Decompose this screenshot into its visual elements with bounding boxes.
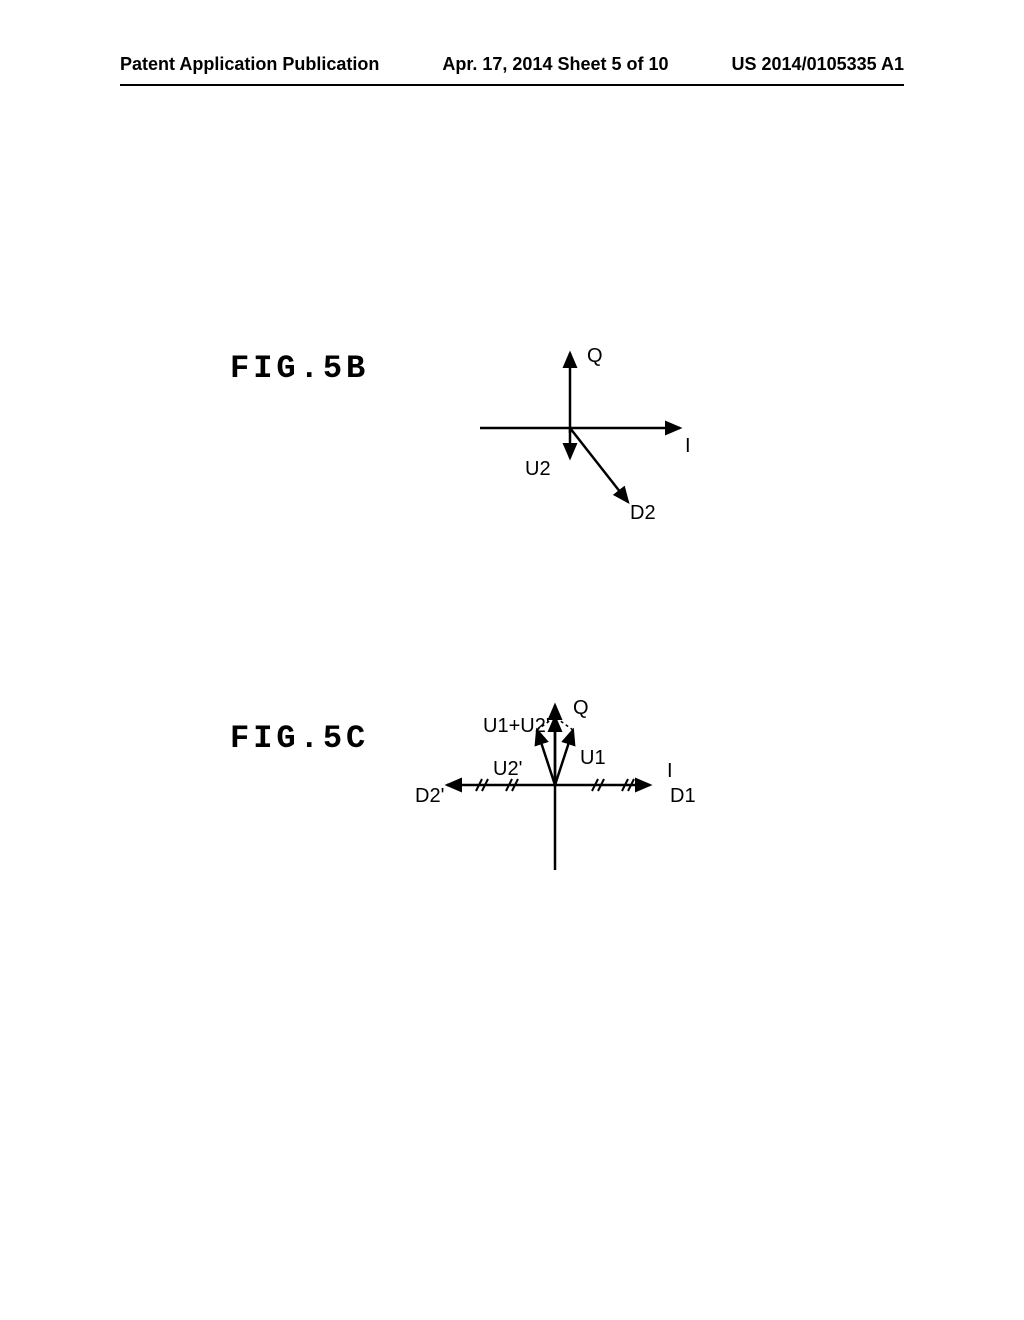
page-header: Patent Application Publication Apr. 17, …: [0, 54, 1024, 75]
figure-5c: FIG.5C: [230, 720, 369, 757]
vector-u2p-label: U2': [493, 758, 522, 781]
figure-5b-label: FIG.5B: [230, 350, 369, 387]
vector-u1-label: U1: [580, 747, 606, 770]
vector-u1u2p-label: U1+U2': [483, 715, 550, 738]
header-rule: [120, 84, 904, 86]
header-center: Apr. 17, 2014 Sheet 5 of 10: [442, 54, 668, 75]
header-left: Patent Application Publication: [120, 54, 379, 75]
figure-5b-diagram: Q I U2 D2: [455, 330, 715, 545]
header-right: US 2014/0105335 A1: [732, 54, 904, 75]
figure-5c-label: FIG.5C: [230, 720, 369, 757]
vector-d2-label: D2: [630, 502, 656, 525]
vector-d2p-label: D2': [415, 785, 444, 808]
figure-5c-diagram: Q I U1 U2' U1+U2' D1 D2': [395, 685, 715, 900]
vector-d1-label: D1: [670, 785, 696, 808]
axis-i-label-5b: I: [685, 435, 691, 458]
axis-q-label-5c: Q: [573, 697, 589, 720]
figure-5b-svg: [455, 330, 715, 540]
figure-5b: FIG.5B: [230, 350, 369, 387]
vector-u2-label: U2: [525, 458, 551, 481]
axis-i-label-5c: I: [667, 760, 673, 783]
axis-q-label-5b: Q: [587, 345, 603, 368]
